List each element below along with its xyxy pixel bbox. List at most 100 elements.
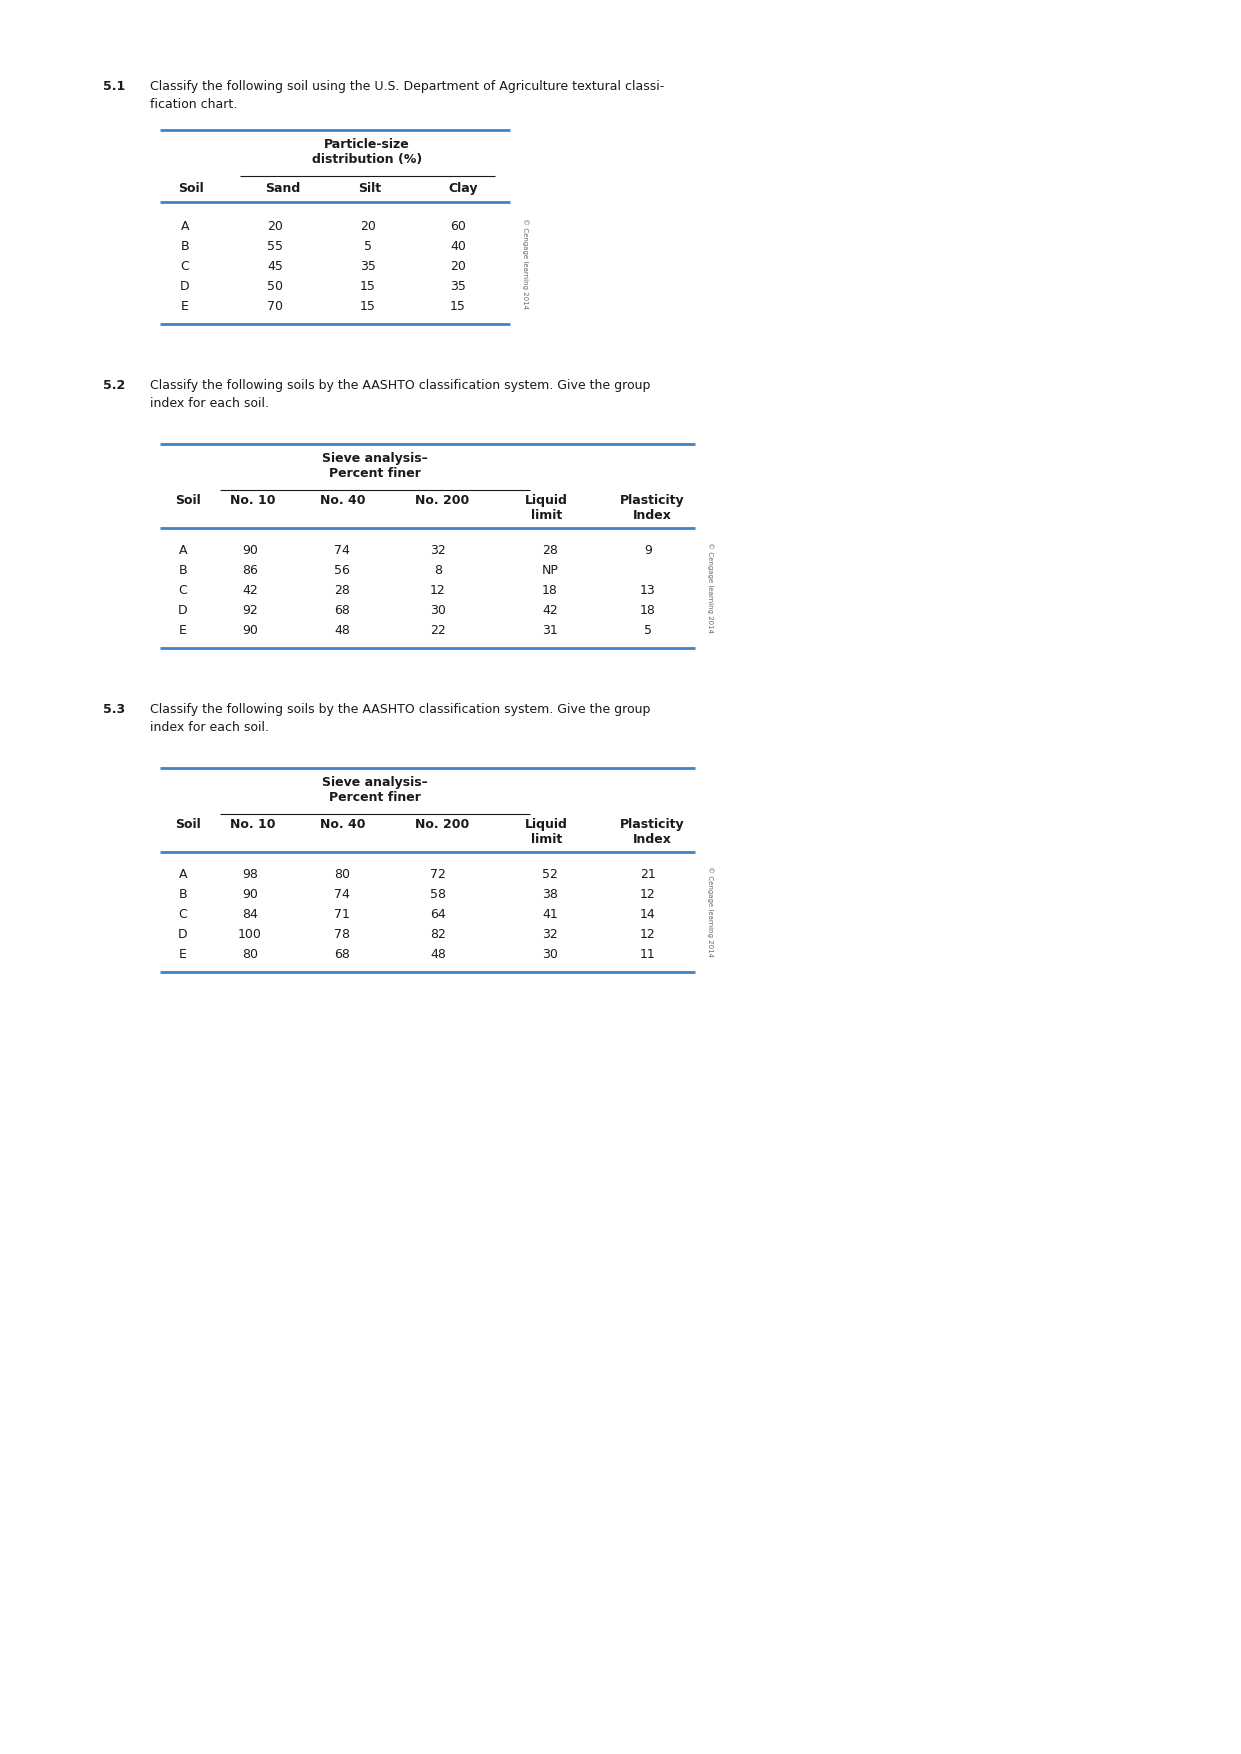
Text: 20: 20 xyxy=(450,260,465,274)
Text: © Cengage learning 2014: © Cengage learning 2014 xyxy=(522,217,529,309)
Text: 52: 52 xyxy=(542,868,558,881)
Text: 74: 74 xyxy=(334,888,350,902)
Text: Soil: Soil xyxy=(175,495,201,507)
Text: Sieve analysis–
Percent finer: Sieve analysis– Percent finer xyxy=(323,453,428,481)
Text: 80: 80 xyxy=(242,947,258,961)
Text: 45: 45 xyxy=(267,260,283,274)
Text: 55: 55 xyxy=(267,240,283,253)
Text: © Cengage learning 2014: © Cengage learning 2014 xyxy=(707,866,714,958)
Text: No. 200: No. 200 xyxy=(414,495,469,507)
Text: D: D xyxy=(179,928,187,940)
Text: No. 200: No. 200 xyxy=(414,817,469,831)
Text: 31: 31 xyxy=(542,624,558,637)
Text: 15: 15 xyxy=(450,300,465,312)
Text: 38: 38 xyxy=(542,888,558,902)
Text: 70: 70 xyxy=(267,300,283,312)
Text: 12: 12 xyxy=(431,584,446,596)
Text: 15: 15 xyxy=(360,281,376,293)
Text: Sand: Sand xyxy=(266,182,300,195)
Text: 28: 28 xyxy=(334,584,350,596)
Text: 48: 48 xyxy=(334,624,350,637)
Text: E: E xyxy=(181,300,189,312)
Text: E: E xyxy=(179,624,187,637)
Text: 68: 68 xyxy=(334,947,350,961)
Text: Plasticity
Index: Plasticity Index xyxy=(620,495,685,523)
Text: 50: 50 xyxy=(267,281,283,293)
Text: index for each soil.: index for each soil. xyxy=(150,396,269,410)
Text: fication chart.: fication chart. xyxy=(150,98,237,111)
Text: 5.3: 5.3 xyxy=(103,703,125,716)
Text: © Cengage learning 2014: © Cengage learning 2014 xyxy=(707,542,714,633)
Text: No. 40: No. 40 xyxy=(320,817,366,831)
Text: 32: 32 xyxy=(431,544,446,558)
Text: 35: 35 xyxy=(450,281,465,293)
Text: 42: 42 xyxy=(542,603,558,617)
Text: Classify the following soils by the AASHTO classification system. Give the group: Classify the following soils by the AASH… xyxy=(150,703,650,716)
Text: 90: 90 xyxy=(242,888,258,902)
Text: 56: 56 xyxy=(334,565,350,577)
Text: B: B xyxy=(179,888,187,902)
Text: 13: 13 xyxy=(640,584,656,596)
Text: 92: 92 xyxy=(242,603,258,617)
Text: No. 40: No. 40 xyxy=(320,495,366,507)
Text: 32: 32 xyxy=(542,928,558,940)
Text: C: C xyxy=(181,260,190,274)
Text: Clay: Clay xyxy=(448,182,478,195)
Text: 21: 21 xyxy=(640,868,656,881)
Text: No. 10: No. 10 xyxy=(230,495,276,507)
Text: 71: 71 xyxy=(334,909,350,921)
Text: 28: 28 xyxy=(542,544,558,558)
Text: 58: 58 xyxy=(429,888,446,902)
Text: 86: 86 xyxy=(242,565,258,577)
Text: 90: 90 xyxy=(242,624,258,637)
Text: 14: 14 xyxy=(640,909,656,921)
Text: D: D xyxy=(180,281,190,293)
Text: A: A xyxy=(179,868,187,881)
Text: B: B xyxy=(179,565,187,577)
Text: 12: 12 xyxy=(640,888,656,902)
Text: C: C xyxy=(179,584,187,596)
Text: 72: 72 xyxy=(431,868,446,881)
Text: 8: 8 xyxy=(434,565,442,577)
Text: 82: 82 xyxy=(431,928,446,940)
Text: 41: 41 xyxy=(542,909,558,921)
Text: 64: 64 xyxy=(431,909,446,921)
Text: 90: 90 xyxy=(242,544,258,558)
Text: 5.2: 5.2 xyxy=(103,379,125,391)
Text: 84: 84 xyxy=(242,909,258,921)
Text: 20: 20 xyxy=(267,219,283,233)
Text: Soil: Soil xyxy=(177,182,204,195)
Text: 30: 30 xyxy=(431,603,446,617)
Text: Plasticity
Index: Plasticity Index xyxy=(620,817,685,845)
Text: Soil: Soil xyxy=(175,817,201,831)
Text: 100: 100 xyxy=(238,928,262,940)
Text: 42: 42 xyxy=(242,584,258,596)
Text: 30: 30 xyxy=(542,947,558,961)
Text: 9: 9 xyxy=(644,544,652,558)
Text: Liquid
limit: Liquid limit xyxy=(525,495,568,523)
Text: 78: 78 xyxy=(334,928,350,940)
Text: 80: 80 xyxy=(334,868,350,881)
Text: C: C xyxy=(179,909,187,921)
Text: 5.1: 5.1 xyxy=(103,81,125,93)
Text: 5: 5 xyxy=(644,624,652,637)
Text: Classify the following soils by the AASHTO classification system. Give the group: Classify the following soils by the AASH… xyxy=(150,379,650,391)
Text: Particle-size
distribution (%): Particle-size distribution (%) xyxy=(311,139,422,167)
Text: 98: 98 xyxy=(242,868,258,881)
Text: 5: 5 xyxy=(364,240,372,253)
Text: E: E xyxy=(179,947,187,961)
Text: 74: 74 xyxy=(334,544,350,558)
Text: A: A xyxy=(179,544,187,558)
Text: B: B xyxy=(181,240,190,253)
Text: 11: 11 xyxy=(640,947,656,961)
Text: 18: 18 xyxy=(640,603,656,617)
Text: D: D xyxy=(179,603,187,617)
Text: NP: NP xyxy=(541,565,558,577)
Text: 20: 20 xyxy=(360,219,376,233)
Text: 40: 40 xyxy=(450,240,465,253)
Text: 15: 15 xyxy=(360,300,376,312)
Text: Sieve analysis–
Percent finer: Sieve analysis– Percent finer xyxy=(323,775,428,803)
Text: index for each soil.: index for each soil. xyxy=(150,721,269,733)
Text: 35: 35 xyxy=(360,260,376,274)
Text: A: A xyxy=(181,219,189,233)
